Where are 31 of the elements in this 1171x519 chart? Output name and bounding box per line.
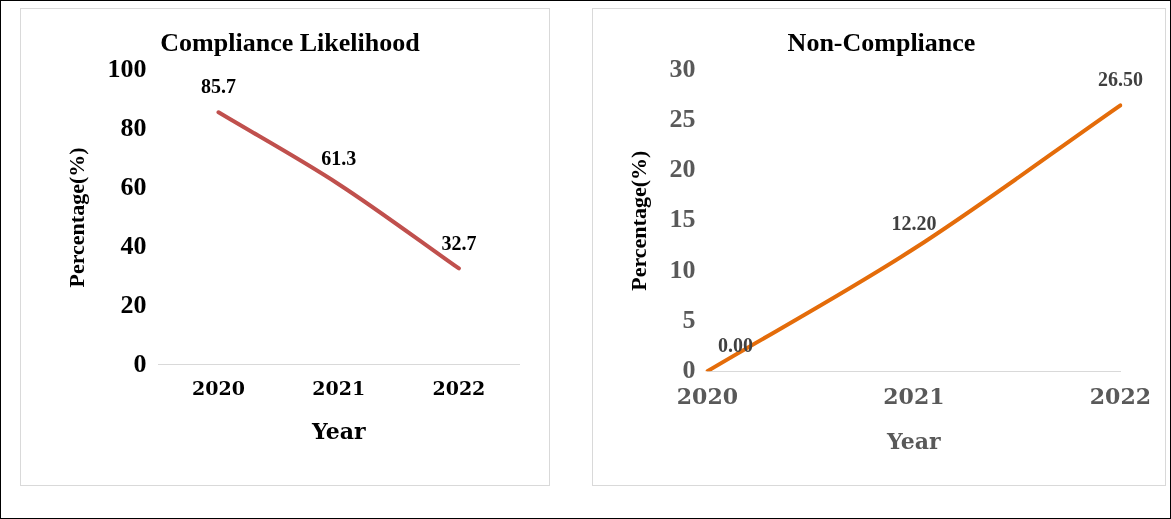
y-tick-label: 100 bbox=[107, 53, 147, 83]
chart-title: Compliance Likelihood bbox=[160, 28, 421, 58]
x-tick-label: 2021 bbox=[883, 383, 945, 410]
y-tick-label: 60 bbox=[120, 171, 147, 201]
x-tick-label: 2021 bbox=[312, 377, 366, 400]
x-tick-label: 2020 bbox=[192, 377, 245, 400]
y-tick-label: 40 bbox=[120, 230, 147, 260]
y-tick-label: 5 bbox=[682, 304, 696, 334]
y-tick-label: 0 bbox=[682, 354, 696, 384]
x-tick-label: 2020 bbox=[676, 383, 739, 410]
y-tick-label: 80 bbox=[120, 112, 147, 142]
x-tick-label: 2022 bbox=[1089, 383, 1151, 410]
data-label: 85.7 bbox=[201, 75, 236, 98]
y-tick-label: 30 bbox=[669, 53, 696, 83]
y-tick-label: 20 bbox=[669, 154, 696, 184]
x-axis-title: Year bbox=[886, 427, 942, 454]
data-label: 61.3 bbox=[321, 147, 357, 170]
data-label: 12.20 bbox=[891, 211, 937, 234]
y-tick-label: 25 bbox=[669, 104, 696, 134]
y-tick-label: 0 bbox=[133, 348, 147, 378]
data-label: 32.7 bbox=[441, 231, 477, 254]
y-tick-label: 15 bbox=[669, 204, 696, 234]
chart-title: Non-Compliance bbox=[787, 28, 976, 58]
y-axis-title: Percentage(%) bbox=[625, 150, 651, 291]
data-label: 26.50 bbox=[1097, 68, 1143, 91]
x-tick-label: 2022 bbox=[432, 377, 486, 400]
y-tick-label: 10 bbox=[669, 254, 696, 284]
x-axis-title: Year bbox=[310, 417, 366, 444]
y-axis-title: Percentage(%) bbox=[63, 147, 89, 288]
y-tick-label: 20 bbox=[120, 289, 147, 319]
data-label: 0.00 bbox=[717, 334, 753, 357]
